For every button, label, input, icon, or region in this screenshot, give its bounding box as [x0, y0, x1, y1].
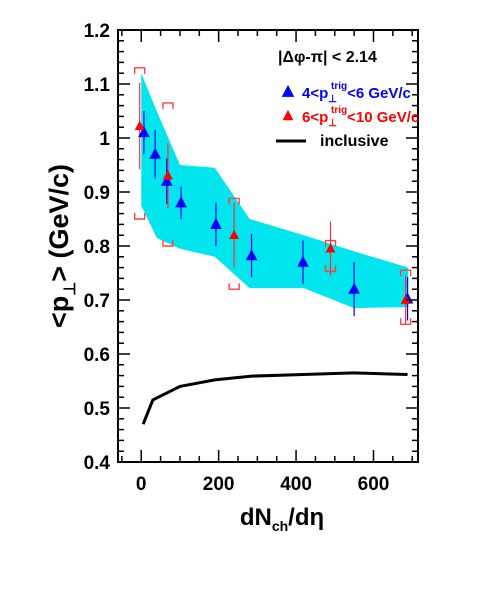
data-points [134, 120, 414, 304]
x-axis-title: dNch/dη [240, 504, 324, 534]
point-red [325, 243, 336, 253]
y-tick-label: 0.9 [84, 183, 110, 204]
point-red [134, 120, 145, 130]
axis-ticks [118, 29, 418, 463]
band-area [141, 73, 409, 309]
sys-bracket-red [228, 197, 240, 205]
point-blue [175, 196, 187, 208]
y-tick-label: 0.7 [84, 291, 110, 312]
sys-bracket-red [162, 102, 174, 109]
y-tick-label: 1 [99, 129, 110, 150]
point-red [162, 170, 173, 180]
y-tick-label: 1.1 [84, 75, 111, 96]
legend-label: inclusive [320, 133, 389, 150]
point-blue [149, 147, 162, 159]
axis-labels: dNch/dη <p⊥> (GeV/c) [44, 164, 324, 534]
x-tick-label: 200 [203, 474, 235, 495]
point-blue [160, 174, 173, 186]
sys-bracket-red [133, 213, 146, 220]
y-tick-label: 0.8 [84, 237, 110, 258]
point-red [229, 229, 240, 240]
y-axis-title: <p⊥> (GeV/c) [44, 164, 79, 328]
point-blue [138, 126, 150, 138]
series-line-inclusive [141, 371, 408, 425]
legend-marker [281, 85, 295, 97]
sys-bracket-red [399, 269, 412, 277]
point-blue [348, 282, 360, 294]
x-tick-label: 600 [358, 474, 390, 495]
inclusive-line [141, 371, 408, 425]
point-blue [245, 249, 258, 261]
x-tick-label: 0 [136, 474, 147, 495]
x-tick-label: 400 [280, 474, 312, 495]
legend-title: |Δφ-π| < 2.14 [278, 49, 377, 66]
sys-bracket-red [162, 240, 174, 247]
y-tick-label: 0.6 [84, 345, 110, 366]
y-tick-label: 0.5 [84, 399, 111, 420]
point-red [400, 294, 411, 304]
legend: |Δφ-π| < 2.14 4<p⊥trig<6 GeV/c6<p⊥trig<10… [276, 49, 419, 150]
legend-label: 4<p⊥trig<6 GeV/c [302, 81, 411, 105]
point-blue [297, 255, 309, 267]
legend-marker [282, 110, 294, 121]
sys-bracket-red [133, 67, 146, 74]
legend-label: 6<p⊥trig<10 GeV/c [302, 105, 419, 129]
systematic-band [141, 73, 409, 309]
tick-labels: 0.4 0.5 0.6 0.7 0.8 0.9 1 1.1 1.2 0 200 400 600 [84, 21, 390, 495]
y-tick-label: 0.4 [84, 453, 111, 474]
y-tick-label: 1.2 [84, 21, 110, 42]
sys-bracket-red [228, 283, 240, 290]
point-blue [210, 217, 222, 229]
